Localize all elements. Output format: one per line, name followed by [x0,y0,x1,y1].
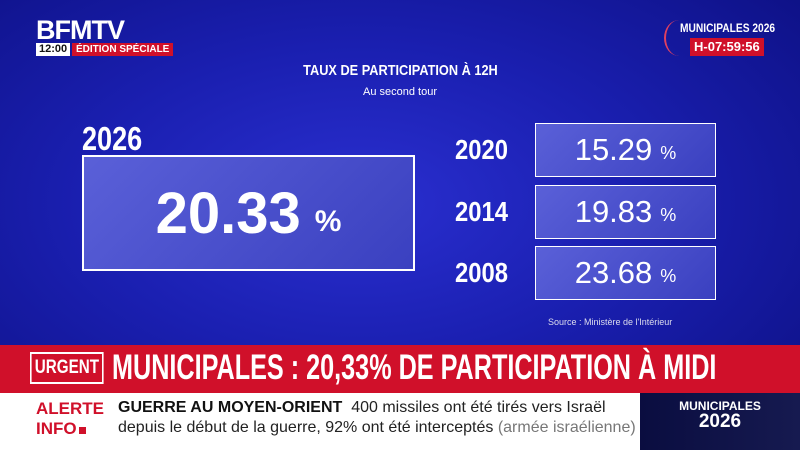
history-value-box: 19.83% [535,185,716,239]
main-value: 20.33 [155,180,301,246]
event-badge-text: MUNICIPALES 2026 [679,399,761,432]
history-unit: % [660,204,677,225]
countdown: H-07:59:56 [690,38,764,56]
ticker-source: (armée israélienne) [497,419,636,436]
history-value: 15.29 [574,132,653,167]
history-year: 2014 [455,196,508,227]
ticker-line2: depuis le début de la guerre, 92% ont ét… [118,419,494,436]
history-row: 2014 19.83% [455,185,720,239]
history-year: 2008 [455,257,508,288]
urgent-banner [0,345,800,393]
channel-logo: BFMTV [36,15,125,45]
alert-label: ALERTE INFO [36,399,104,438]
urgent-headline: MUNICIPALES : 20,33% DE PARTICIPATION À … [112,348,717,387]
history-year: 2020 [455,134,508,165]
history-unit: % [660,142,677,163]
event-badge [640,393,800,450]
ticker-bar [0,393,640,450]
source-note: Source : Ministère de l'Intérieur [548,317,673,327]
history-row: 2020 15.29% [455,123,720,177]
graphic-title: TAUX DE PARTICIPATION À 12H [302,62,498,79]
graphic-subtitle: Au second tour [363,86,437,98]
ticker-topic: GUERRE AU MOYEN-ORIENT [118,399,343,416]
history-value: 19.83 [574,194,653,229]
ticker-line1: 400 missiles ont été tirés vers Israël [351,399,606,416]
history-row: 2008 23.68% [455,246,720,300]
history-unit: % [660,265,677,286]
history-value: 23.68 [574,255,653,290]
urgent-label: URGENT [30,352,104,384]
main-value-box: 20.33 % [82,155,415,271]
edition-badge: ÉDITION SPÉCIALE [72,43,174,56]
arc-decoration-icon [664,20,694,56]
main-year: 2026 [82,120,143,157]
history-value-box: 23.68% [535,246,716,300]
event-title: MUNICIPALES 2026 [680,21,776,35]
ticker-text: GUERRE AU MOYEN-ORIENT 400 missiles ont … [118,398,638,438]
history-value-box: 15.29% [535,123,716,177]
main-unit: % [314,205,342,238]
clock: 12:00 [36,43,71,56]
